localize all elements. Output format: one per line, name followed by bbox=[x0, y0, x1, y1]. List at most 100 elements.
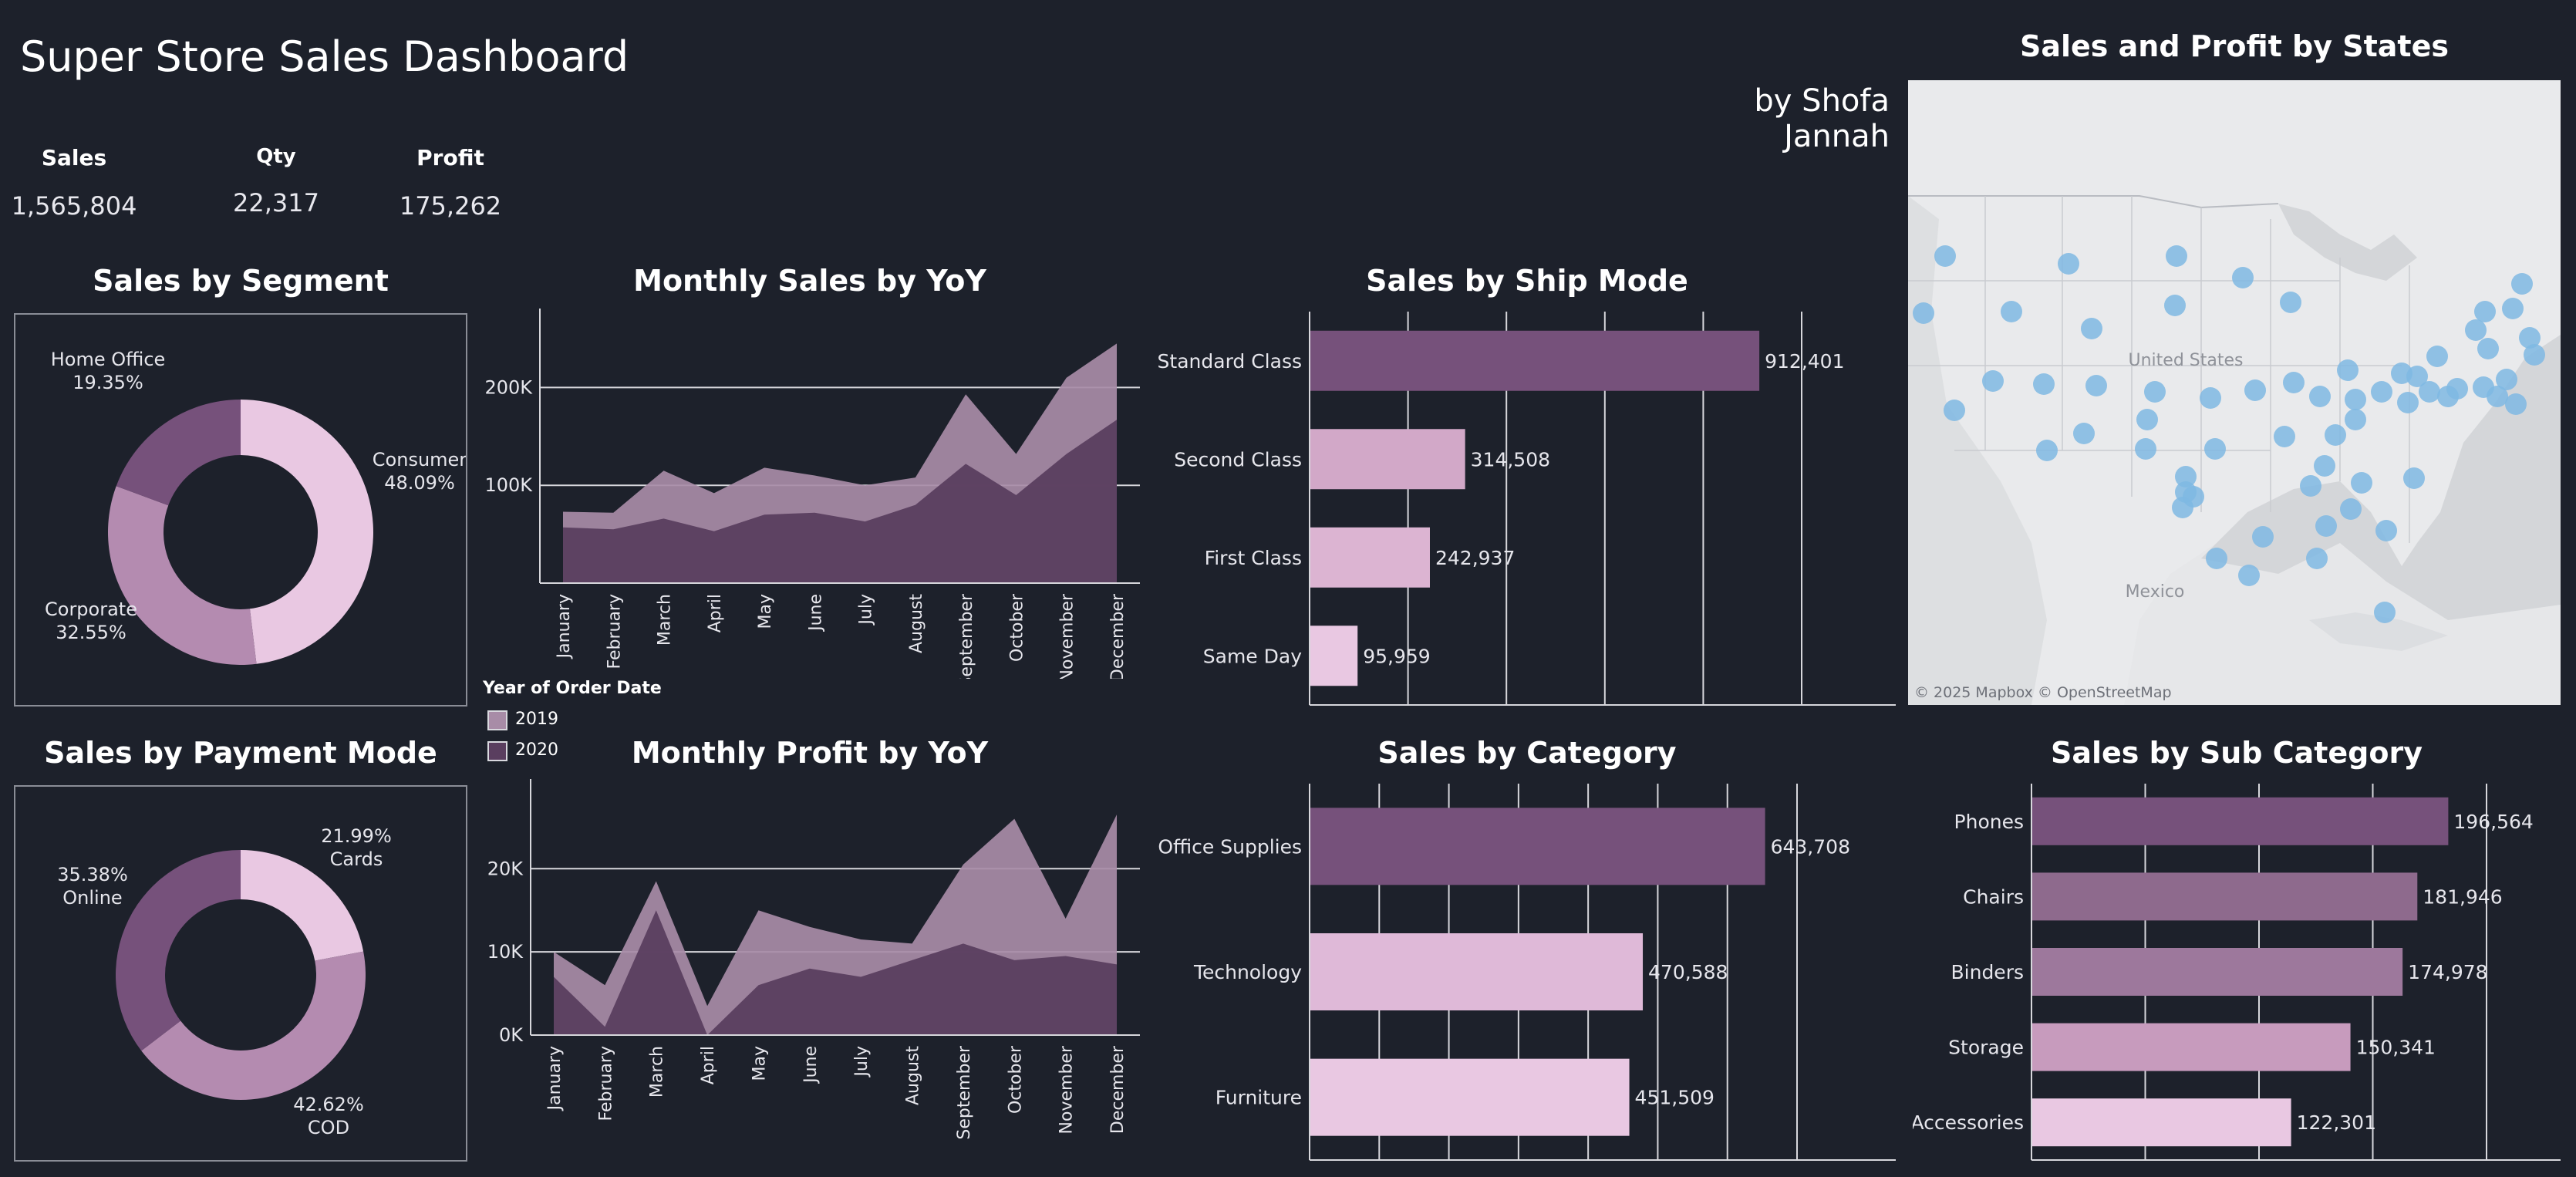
sm-svg-bar[interactable] bbox=[1310, 626, 1358, 686]
payment-slice-online[interactable] bbox=[116, 850, 241, 1051]
sub-category-bar-chart: Phones 196,564 Chairs 181,946 Binders 174,978… bbox=[1913, 784, 2561, 1161]
state-bubble[interactable] bbox=[2315, 515, 2337, 537]
ms-xtick-label: October bbox=[1007, 593, 1027, 662]
state-bubble[interactable] bbox=[2164, 295, 2186, 316]
state-bubble[interactable] bbox=[1944, 400, 1965, 421]
sm-svg-bar[interactable] bbox=[1310, 330, 1760, 391]
state-bubble[interactable] bbox=[2345, 389, 2366, 410]
sub-svg-value-label: 196,564 bbox=[2453, 811, 2533, 833]
sub-svg-bar[interactable] bbox=[2032, 948, 2403, 996]
sm-svg-bar[interactable] bbox=[1310, 429, 1465, 490]
state-bubble[interactable] bbox=[2391, 363, 2412, 384]
segment-pct-corporate: 32.55% bbox=[56, 622, 126, 643]
state-bubble[interactable] bbox=[2374, 602, 2396, 623]
state-bubble[interactable] bbox=[2252, 526, 2274, 548]
state-bubble[interactable] bbox=[2206, 548, 2227, 569]
map-attribution[interactable]: © 2025 Mapbox © OpenStreetMap bbox=[1914, 684, 2172, 701]
sub-svg-bar[interactable] bbox=[2032, 797, 2449, 845]
payment-slice-cod[interactable] bbox=[141, 951, 366, 1100]
cat-svg-bar[interactable] bbox=[1310, 808, 1765, 885]
mp-xtick-label: June bbox=[801, 1046, 821, 1084]
payment-slice-cards[interactable] bbox=[241, 850, 364, 961]
state-bubble[interactable] bbox=[2175, 466, 2197, 487]
sm-svg-bar[interactable] bbox=[1310, 527, 1430, 588]
segment-slice-home-office[interactable] bbox=[116, 400, 241, 506]
state-bubble[interactable] bbox=[1934, 245, 1956, 267]
state-bubble[interactable] bbox=[2309, 386, 2331, 407]
state-bubble[interactable] bbox=[2204, 438, 2226, 460]
state-bubble[interactable] bbox=[2465, 319, 2487, 341]
state-bubble[interactable] bbox=[2419, 381, 2440, 403]
sub-svg-bar[interactable] bbox=[2032, 872, 2418, 921]
payment-label-cards: Cards bbox=[330, 848, 383, 870]
state-bubble[interactable] bbox=[2183, 486, 2204, 508]
state-bubble[interactable] bbox=[2036, 440, 2058, 461]
state-bubble[interactable] bbox=[2426, 346, 2448, 367]
sm-svg-value-label: 314,508 bbox=[1471, 448, 1550, 470]
state-bubble[interactable] bbox=[2397, 392, 2419, 413]
state-bubble[interactable] bbox=[2232, 267, 2254, 288]
state-bubble[interactable] bbox=[2073, 423, 2095, 444]
mp-xtick-label: September bbox=[955, 1045, 974, 1140]
state-bubble[interactable] bbox=[1913, 302, 1934, 324]
sub-svg-bar[interactable] bbox=[2032, 1023, 2351, 1071]
state-bubble[interactable] bbox=[2274, 426, 2295, 447]
cat-svg-bar[interactable] bbox=[1310, 1058, 1630, 1136]
payment-pct-cod: 42.62% bbox=[293, 1094, 364, 1115]
state-bubble[interactable] bbox=[2511, 273, 2533, 295]
state-bubble[interactable] bbox=[2340, 498, 2362, 520]
sub-svg-category-label: Binders bbox=[1951, 961, 2025, 983]
state-bubble[interactable] bbox=[2477, 338, 2499, 359]
state-bubble[interactable] bbox=[2166, 245, 2187, 267]
state-bubble[interactable] bbox=[2496, 369, 2517, 390]
state-bubble[interactable] bbox=[2502, 298, 2524, 319]
payment-chart-frame: 21.99% Cards 35.38% Online 42.62% COD bbox=[14, 785, 467, 1162]
kpi-profit-label: Profit bbox=[416, 145, 484, 170]
mp-xtick-label: February bbox=[596, 1046, 615, 1121]
state-bubble[interactable] bbox=[2345, 409, 2366, 430]
state-bubble[interactable] bbox=[2487, 386, 2508, 407]
sm-svg-value-label: 242,937 bbox=[1435, 547, 1515, 569]
state-bubble[interactable] bbox=[2446, 378, 2468, 400]
state-bubble[interactable] bbox=[2238, 565, 2260, 586]
state-bubble[interactable] bbox=[2505, 393, 2527, 415]
state-bubble[interactable] bbox=[2300, 475, 2321, 497]
state-bubble[interactable] bbox=[2144, 381, 2166, 403]
state-bubble[interactable] bbox=[2474, 301, 2496, 322]
state-bubble[interactable] bbox=[2403, 467, 2425, 489]
cat-svg-bar[interactable] bbox=[1310, 933, 1644, 1010]
state-bubble[interactable] bbox=[2283, 372, 2305, 393]
state-bubble[interactable] bbox=[2001, 301, 2022, 322]
state-bubble[interactable] bbox=[2371, 381, 2392, 403]
sub-svg-bar[interactable] bbox=[2032, 1098, 2291, 1147]
state-bubble[interactable] bbox=[1982, 370, 2004, 392]
state-bubble[interactable] bbox=[2244, 379, 2266, 401]
state-bubble[interactable] bbox=[2081, 318, 2102, 339]
cat-svg-category-label: Technology bbox=[1193, 961, 1302, 983]
state-bubble[interactable] bbox=[2085, 375, 2107, 396]
sales-profit-map[interactable]: United States Mexico © 2025 Mapbox © Ope… bbox=[1908, 80, 2561, 705]
state-bubble[interactable] bbox=[2200, 387, 2221, 409]
state-bubble[interactable] bbox=[2033, 373, 2055, 395]
ms-xtick-label: March bbox=[656, 594, 675, 646]
ms-area-2020[interactable] bbox=[563, 420, 1117, 583]
state-bubble[interactable] bbox=[2135, 438, 2156, 460]
segment-slice-consumer[interactable] bbox=[241, 400, 373, 664]
state-bubble[interactable] bbox=[2136, 409, 2158, 430]
sm-svg-category-label: First Class bbox=[1205, 547, 1302, 569]
state-bubble[interactable] bbox=[2524, 344, 2545, 366]
segment-slice-corporate[interactable] bbox=[108, 486, 257, 665]
state-bubble[interactable] bbox=[2351, 472, 2372, 494]
state-bubble[interactable] bbox=[2337, 359, 2359, 381]
state-bubble[interactable] bbox=[2314, 455, 2335, 477]
sm-svg-value-label: 912,401 bbox=[1765, 350, 1844, 373]
mp-area-2020[interactable] bbox=[554, 910, 1117, 1035]
state-bubble[interactable] bbox=[2058, 253, 2079, 275]
state-bubble[interactable] bbox=[2325, 424, 2346, 446]
ship-mode-title: Sales by Ship Mode bbox=[1366, 264, 1688, 298]
state-bubble[interactable] bbox=[2280, 292, 2301, 313]
state-bubble[interactable] bbox=[2306, 548, 2328, 569]
state-bubble[interactable] bbox=[2519, 327, 2541, 349]
gulf-water bbox=[2201, 335, 2561, 620]
state-bubble[interactable] bbox=[2375, 520, 2397, 541]
